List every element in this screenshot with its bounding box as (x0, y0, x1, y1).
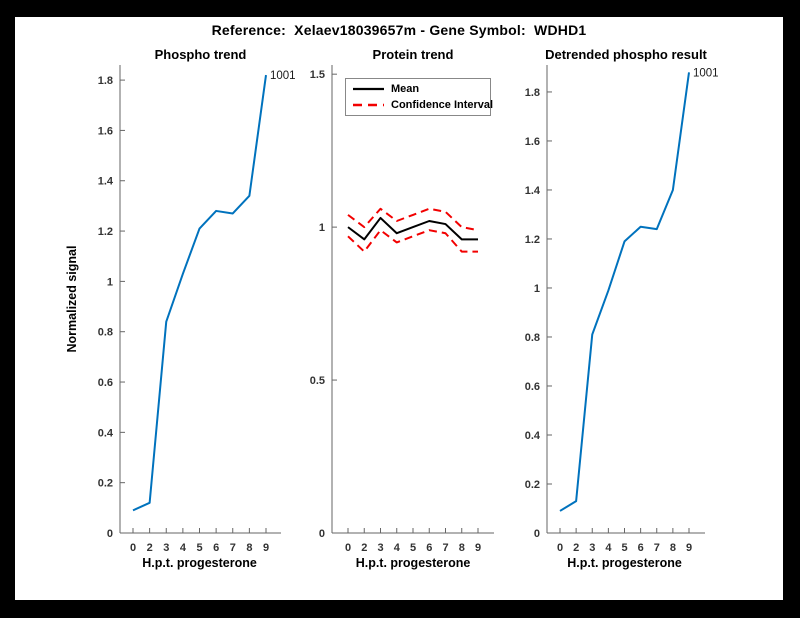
protein-trend-x-tick-label: 3 (377, 542, 383, 554)
detrended-phospho-result-x-tick-label: 7 (654, 542, 660, 554)
protein-trend-x-tick-label: 9 (475, 542, 481, 554)
detrended-phospho-result-x-tick-label: 8 (670, 542, 676, 554)
detrended-phospho-result-x-tick-label: 9 (686, 542, 692, 554)
protein-trend-title: Protein trend (373, 47, 454, 62)
legend-entry-mean: Mean (353, 82, 490, 97)
phospho-trend-x-tick-label: 9 (263, 542, 269, 554)
detrended-phospho-result-y-tick-label: 1.8 (525, 87, 540, 99)
protein-trend-x-tick-label: 2 (361, 542, 367, 554)
protein-trend-x-tick-label: 5 (410, 542, 416, 554)
detrended-phospho-result-y-tick-label: 1 (534, 283, 540, 295)
legend-box: Mean Confidence Interval (345, 78, 494, 116)
figure-title: Reference: Xelaev18039657m - Gene Symbol… (211, 22, 587, 38)
detrended-phospho-result-y-tick-label: 0.4 (525, 430, 541, 442)
mean-line-sample-icon (353, 88, 384, 91)
protein-trend-x-tick-label: 6 (426, 542, 432, 554)
phospho-trend-x-tick-label: 3 (163, 542, 169, 554)
protein-trend-y-tick-label: 1.5 (310, 69, 325, 81)
phospho-trend-y-tick-label: 1 (107, 276, 113, 288)
detrended-phospho-result-x-tick-label: 4 (605, 542, 612, 554)
phospho-trend-ylabel: Normalized signal (65, 246, 79, 353)
protein-trend-y-tick-label: 0 (319, 528, 325, 540)
detrended-phospho-result-y-tick-label: 1.4 (525, 185, 541, 197)
phospho-trend-x-tick-label: 2 (147, 542, 153, 554)
detrended-phospho-result-y-tick-label: 0 (534, 528, 540, 540)
phospho-trend-x-tick-label: 0 (130, 542, 136, 554)
detrended-phospho-result-y-tick-label: 1.6 (525, 136, 540, 148)
detrended-phospho-result-y-tick-label: 0.8 (525, 332, 540, 344)
protein-trend-series-0-line (347, 216, 478, 241)
protein-trend-series-2-line (347, 229, 478, 253)
detrended-phospho-result-x-tick-label: 6 (638, 542, 644, 554)
legend-label-mean: Mean (391, 83, 420, 96)
detrended-phospho-result-y-tick-label: 0.2 (525, 479, 540, 491)
detrended-phospho-result-y-tick-label: 0.6 (525, 381, 540, 393)
legend-entry-confidence-interval: Confidence Interval (353, 97, 494, 112)
detrended-phospho-result-y-tick-label: 1.2 (525, 234, 540, 246)
phospho-trend-x-tick-label: 4 (180, 542, 187, 554)
protein-trend-x-tick-label: 0 (345, 542, 351, 554)
phospho-trend-annotation: 1001 (270, 70, 296, 82)
phospho-trend-x-tick-label: 5 (196, 542, 202, 554)
protein-trend-y-tick-label: 1 (319, 222, 325, 234)
detrended-phospho-result-xlabel: H.p.t. progesterone (567, 556, 682, 570)
detrended-phospho-result-x-tick-label: 3 (589, 542, 595, 554)
protein-trend-x-tick-label: 8 (459, 542, 465, 554)
phospho-trend-title: Phospho trend (155, 47, 247, 62)
detrended-phospho-result-x-tick-label: 5 (621, 542, 627, 554)
phospho-trend-x-tick-label: 7 (230, 542, 236, 554)
detrended-phospho-result-x-tick-label: 0 (557, 542, 563, 554)
phospho-trend-y-tick-label: 1.8 (98, 75, 113, 87)
phospho-trend-y-tick-label: 0.2 (98, 478, 113, 490)
detrended-phospho-result-annotation: 1001 (693, 67, 719, 79)
protein-trend-x-tick-label: 7 (442, 542, 448, 554)
detrended-phospho-result-x-tick-label: 2 (573, 542, 579, 554)
legend-label-confidence-interval: Confidence Interval (391, 98, 494, 111)
phospho-trend-y-tick-label: 0.8 (98, 327, 113, 339)
ci-dashed-line-sample-icon (353, 103, 384, 107)
detrended-phospho-result-series-0-line (559, 72, 690, 512)
detrended-phospho-result-title: Detrended phospho result (545, 47, 707, 62)
phospho-trend-x-tick-label: 6 (213, 542, 219, 554)
phospho-trend-x-tick-label: 8 (246, 542, 252, 554)
protein-trend-xlabel: H.p.t. progesterone (356, 556, 471, 570)
protein-trend-y-tick-label: 0.5 (310, 375, 325, 387)
phospho-trend-series-0-line (132, 74, 267, 512)
phospho-trend-y-tick-label: 1.4 (98, 176, 114, 188)
phospho-trend-y-tick-label: 0 (107, 528, 113, 540)
phospho-trend-y-tick-label: 1.6 (98, 125, 113, 137)
protein-trend-x-tick-label: 4 (394, 542, 401, 554)
phospho-trend-y-tick-label: 0.6 (98, 377, 113, 389)
protein-trend-series-1-line (347, 207, 479, 232)
phospho-trend-y-tick-label: 1.2 (98, 226, 113, 238)
phospho-trend-xlabel: H.p.t. progesterone (142, 556, 257, 570)
phospho-trend-y-tick-label: 0.4 (98, 427, 114, 439)
